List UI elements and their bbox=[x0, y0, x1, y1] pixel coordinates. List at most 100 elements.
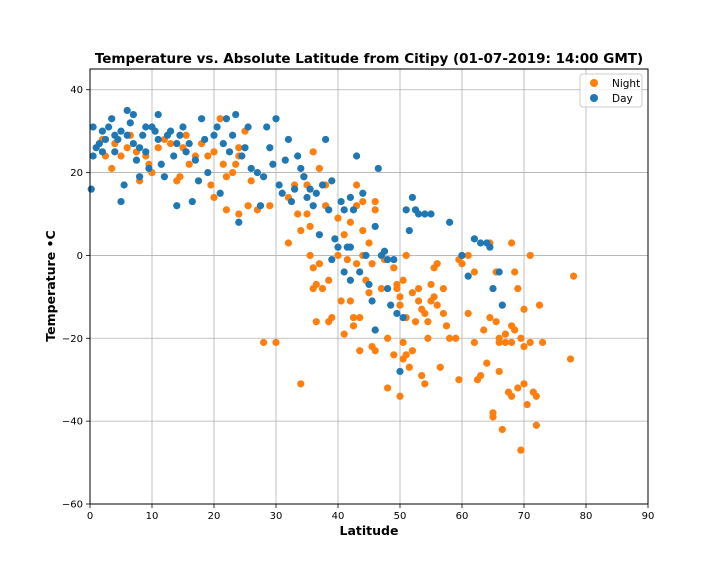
data-point-night bbox=[318, 284, 327, 293]
y-tick-label: −60 bbox=[62, 500, 83, 511]
data-point-day bbox=[216, 189, 224, 197]
data-point-night bbox=[244, 202, 252, 210]
legend-label-day: Day bbox=[612, 93, 633, 105]
data-point-night bbox=[433, 301, 441, 309]
series-day bbox=[87, 106, 506, 376]
data-point-day bbox=[384, 255, 392, 264]
data-point-night bbox=[526, 251, 534, 260]
data-point-day bbox=[204, 168, 212, 177]
data-point-night bbox=[204, 152, 212, 160]
data-point-day bbox=[384, 284, 392, 293]
data-point-day bbox=[328, 255, 336, 264]
data-point-day bbox=[322, 135, 330, 144]
data-point-night bbox=[222, 173, 230, 181]
data-point-night bbox=[303, 210, 311, 218]
data-point-day bbox=[371, 222, 379, 231]
data-point-day bbox=[154, 135, 162, 144]
data-point-day bbox=[486, 243, 494, 251]
data-point-night bbox=[312, 280, 320, 289]
data-point-day bbox=[229, 131, 237, 139]
data-point-day bbox=[160, 173, 168, 181]
data-point-night bbox=[424, 334, 432, 342]
data-point-night bbox=[424, 318, 432, 326]
data-point-night bbox=[371, 347, 379, 355]
data-point-night bbox=[297, 226, 305, 235]
data-point-night bbox=[526, 338, 534, 347]
data-point-night bbox=[353, 260, 361, 268]
legend: Night Day bbox=[579, 73, 643, 108]
data-point-night bbox=[396, 293, 404, 301]
data-point-day bbox=[291, 185, 299, 193]
data-point-day bbox=[315, 231, 323, 239]
data-point-night bbox=[566, 355, 575, 363]
legend-label-night: Night bbox=[612, 78, 640, 90]
data-point-night bbox=[492, 318, 500, 326]
data-point-night bbox=[359, 226, 367, 235]
x-tick-label: 80 bbox=[580, 511, 593, 522]
x-tick-label: 40 bbox=[332, 511, 345, 522]
data-point-day bbox=[120, 181, 128, 189]
data-point-night bbox=[520, 305, 528, 313]
x-tick-label: 20 bbox=[208, 511, 221, 522]
data-point-day bbox=[129, 139, 137, 148]
data-point-night bbox=[371, 206, 379, 214]
data-point-night bbox=[421, 309, 429, 318]
data-point-day bbox=[387, 301, 395, 309]
data-point-day bbox=[337, 197, 345, 206]
data-point-day bbox=[353, 152, 361, 160]
data-point-day bbox=[185, 139, 193, 148]
data-point-day bbox=[182, 148, 190, 156]
data-point-night bbox=[108, 164, 116, 173]
data-point-day bbox=[225, 148, 234, 156]
data-point-night bbox=[235, 144, 243, 152]
data-point-day bbox=[346, 243, 354, 251]
data-point-night bbox=[235, 210, 243, 218]
data-point-night bbox=[284, 239, 292, 247]
data-point-night bbox=[421, 380, 429, 388]
data-point-day bbox=[142, 123, 150, 131]
data-point-night bbox=[405, 363, 413, 371]
data-point-night bbox=[232, 160, 240, 168]
data-point-night bbox=[535, 301, 544, 309]
data-point-night bbox=[154, 144, 162, 152]
x-tick-label: 0 bbox=[87, 511, 93, 522]
data-point-night bbox=[359, 197, 367, 206]
data-point-night bbox=[343, 255, 351, 264]
data-point-night bbox=[570, 272, 578, 280]
data-point-night bbox=[340, 231, 348, 239]
data-point-day bbox=[117, 197, 125, 206]
x-tick-label: 70 bbox=[518, 511, 531, 522]
data-point-night bbox=[216, 115, 224, 123]
data-point-day bbox=[359, 189, 367, 197]
data-point-day bbox=[95, 139, 103, 148]
data-point-day bbox=[98, 148, 106, 156]
data-point-day bbox=[244, 123, 252, 131]
data-point-night bbox=[117, 152, 125, 160]
data-point-night bbox=[501, 338, 509, 347]
data-point-night bbox=[384, 384, 392, 392]
data-point-day bbox=[287, 197, 296, 206]
data-point-night bbox=[306, 222, 314, 231]
data-point-day bbox=[408, 193, 416, 202]
data-point-day bbox=[210, 131, 218, 139]
data-point-day bbox=[374, 164, 382, 173]
data-point-day bbox=[111, 148, 119, 156]
data-point-day bbox=[105, 123, 113, 131]
data-point-night bbox=[399, 338, 407, 347]
data-point-night bbox=[411, 318, 420, 326]
data-point-night bbox=[501, 330, 509, 338]
data-point-night bbox=[415, 284, 423, 293]
data-point-night bbox=[517, 446, 525, 454]
data-point-night bbox=[384, 334, 392, 342]
data-point-day bbox=[132, 156, 141, 164]
data-point-day bbox=[356, 268, 364, 276]
data-point-night bbox=[511, 326, 519, 334]
data-point-night bbox=[396, 392, 404, 400]
data-point-day bbox=[365, 280, 373, 289]
x-tick-label: 30 bbox=[270, 511, 283, 522]
data-point-night bbox=[495, 338, 503, 347]
data-point-day bbox=[346, 276, 354, 284]
data-point-night bbox=[396, 301, 404, 309]
data-point-day bbox=[318, 181, 327, 189]
